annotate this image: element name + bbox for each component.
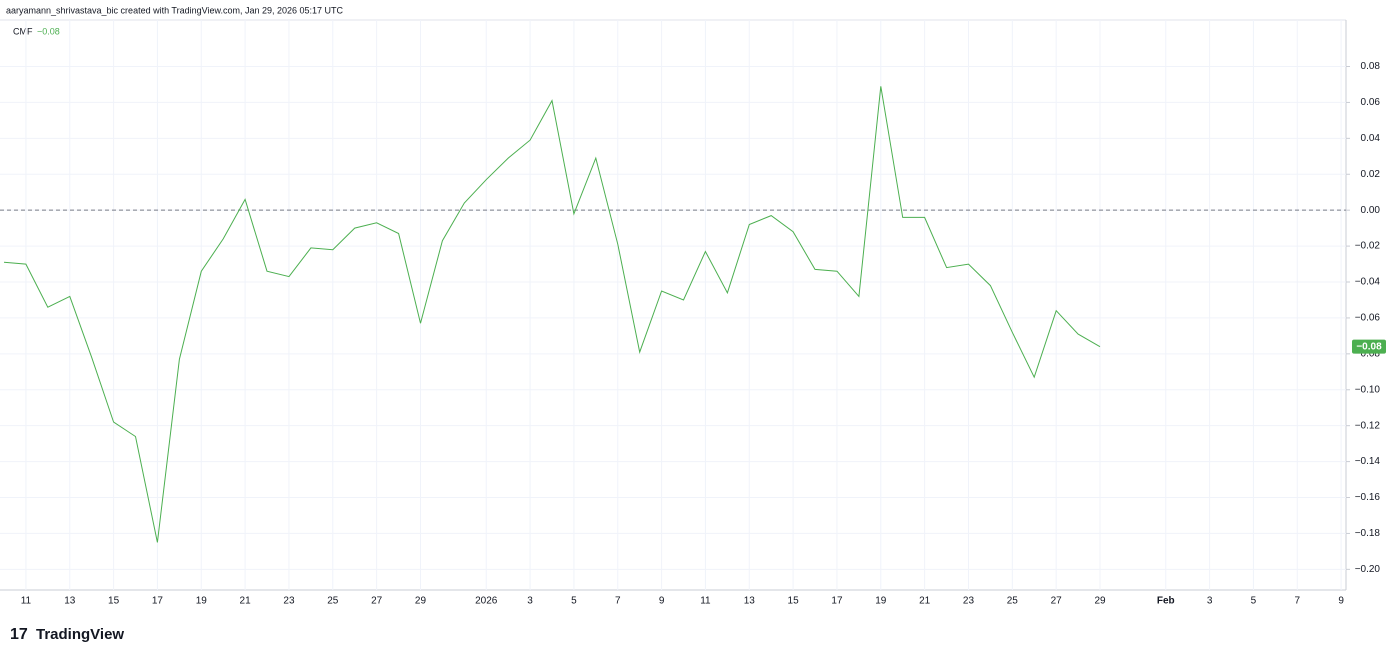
x-tick-label: 27 [1051, 596, 1063, 607]
x-tick-label: 9 [1338, 596, 1344, 607]
y-tick-label: −0.20 [1355, 564, 1381, 575]
x-tick-label: 5 [571, 596, 577, 607]
x-tick-label: 17 [831, 596, 843, 607]
x-tick-label: 21 [240, 596, 252, 607]
indicator-name: CMF [13, 26, 33, 36]
x-tick-label: 3 [1207, 596, 1213, 607]
x-tick-label: 13 [744, 596, 756, 607]
x-tick-label: 7 [615, 596, 621, 607]
x-tick-label: 7 [1294, 596, 1300, 607]
x-tick-label: 29 [415, 596, 427, 607]
x-tick-label: 11 [700, 596, 711, 607]
x-tick-label: 17 [152, 596, 164, 607]
last-value-label: −0.08 [1356, 341, 1382, 352]
x-tick-label: 27 [371, 596, 383, 607]
x-tick-label: 23 [283, 596, 295, 607]
y-tick-label: 0.00 [1361, 205, 1381, 216]
attribution: aaryamann_shrivastava_bic created with T… [6, 5, 344, 15]
brand: TradingView [36, 626, 124, 643]
x-tick-label: 9 [659, 596, 665, 607]
x-tick-label: 2026 [475, 596, 498, 607]
indicator-value: −0.08 [37, 26, 60, 36]
x-tick-label: Feb [1157, 596, 1175, 607]
y-tick-label: 0.06 [1361, 97, 1381, 108]
y-tick-label: 0.04 [1361, 133, 1381, 144]
y-tick-label: −0.04 [1355, 277, 1381, 288]
x-tick-label: 15 [788, 596, 800, 607]
x-tick-label: 5 [1251, 596, 1257, 607]
brand-mark: 17 [10, 626, 28, 643]
x-tick-label: 25 [327, 596, 339, 607]
x-tick-label: 25 [1007, 596, 1019, 607]
y-tick-label: 0.02 [1361, 169, 1381, 180]
y-tick-label: −0.18 [1355, 528, 1381, 539]
x-tick-label: 15 [108, 596, 120, 607]
y-tick-label: −0.08 [1355, 348, 1381, 359]
x-tick-label: 29 [1094, 596, 1106, 607]
x-tick-label: 3 [527, 596, 533, 607]
y-tick-label: −0.14 [1355, 456, 1381, 467]
line [3, 86, 1101, 543]
y-tick-label: −0.16 [1355, 492, 1381, 503]
x-tick-label: 19 [196, 596, 208, 607]
y-tick-label: −0.02 [1355, 241, 1381, 252]
x-tick-label: 11 [21, 596, 32, 607]
x-tick-label: 21 [919, 596, 931, 607]
y-tick-label: −0.06 [1355, 313, 1381, 324]
y-tick-label: −0.12 [1355, 420, 1381, 431]
y-tick-label: 0.08 [1361, 61, 1381, 72]
y-tick-label: −0.10 [1355, 384, 1381, 395]
last-value-badge [1352, 339, 1386, 354]
x-tick-label: 23 [963, 596, 975, 607]
x-tick-label: 13 [64, 596, 76, 607]
x-tick-label: 19 [875, 596, 887, 607]
